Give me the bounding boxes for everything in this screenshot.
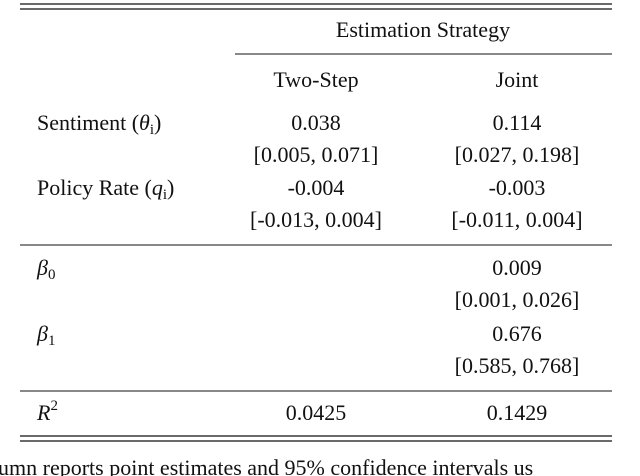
- label-part: θ: [139, 110, 150, 135]
- estimate: 0.009: [492, 255, 542, 280]
- confidence-interval: [0.027, 0.198]: [455, 142, 580, 167]
- column-header: Two-Step: [273, 67, 358, 92]
- row-label: Policy Rate (qi): [37, 175, 174, 203]
- label-part: Policy Rate (: [37, 175, 152, 200]
- caption: umn reports point estimates and 95% conf…: [0, 455, 533, 476]
- estimate: 0.1429: [487, 400, 548, 425]
- label-part: ): [167, 175, 174, 200]
- label-part: 0: [48, 267, 56, 283]
- label-part: i: [150, 122, 154, 138]
- estimate: -0.003: [489, 175, 546, 200]
- estimate: 0.114: [493, 110, 542, 135]
- estimate: 0.038: [291, 110, 341, 135]
- label-part: Sentiment (: [37, 110, 139, 135]
- column-header: Joint: [496, 67, 539, 92]
- confidence-interval: [0.001, 0.026]: [455, 287, 580, 312]
- label-part: β: [36, 321, 48, 346]
- row-label: β0: [36, 255, 55, 283]
- confidence-interval: [0.585, 0.768]: [455, 353, 580, 378]
- confidence-interval: [-0.011, 0.004]: [451, 207, 582, 232]
- label-part: q: [152, 175, 163, 200]
- label-part: ): [154, 110, 161, 135]
- estimate: 0.676: [492, 321, 542, 346]
- label-part: 1: [48, 333, 56, 349]
- estimate: -0.004: [288, 175, 345, 200]
- label-part: R: [36, 400, 51, 425]
- row-label: β1: [36, 321, 55, 349]
- row-label: Sentiment (θi): [37, 110, 161, 138]
- confidence-interval: [0.005, 0.071]: [254, 142, 379, 167]
- label-part: 2: [50, 398, 58, 414]
- label-part: β: [36, 255, 48, 280]
- confidence-interval: [-0.013, 0.004]: [250, 207, 382, 232]
- group-header: Estimation Strategy: [336, 17, 510, 42]
- estimate: 0.0425: [286, 400, 347, 425]
- row-label: R2: [36, 398, 58, 425]
- label-part: i: [163, 187, 167, 203]
